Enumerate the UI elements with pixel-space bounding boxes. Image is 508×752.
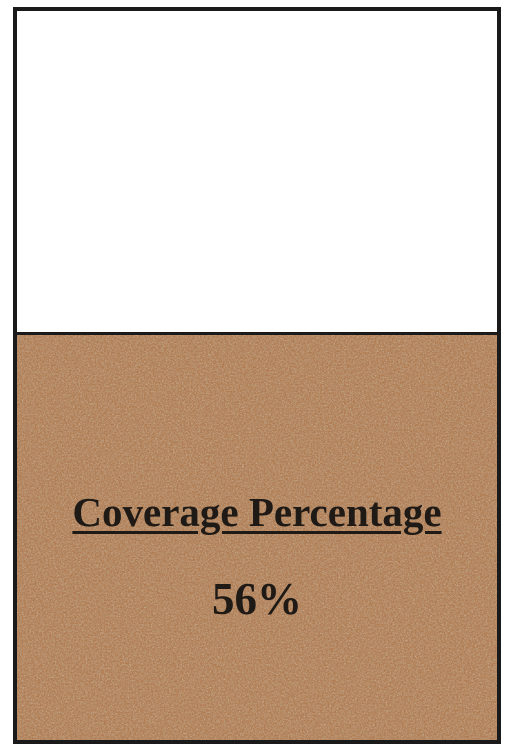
coverage-value: 56% xyxy=(212,574,302,624)
covered-area: Coverage Percentage 56% xyxy=(17,332,497,740)
coverage-container: Coverage Percentage 56% xyxy=(13,7,501,744)
cork-icon xyxy=(17,335,497,740)
uncovered-area xyxy=(17,11,497,332)
coverage-label: Coverage Percentage xyxy=(72,489,442,535)
